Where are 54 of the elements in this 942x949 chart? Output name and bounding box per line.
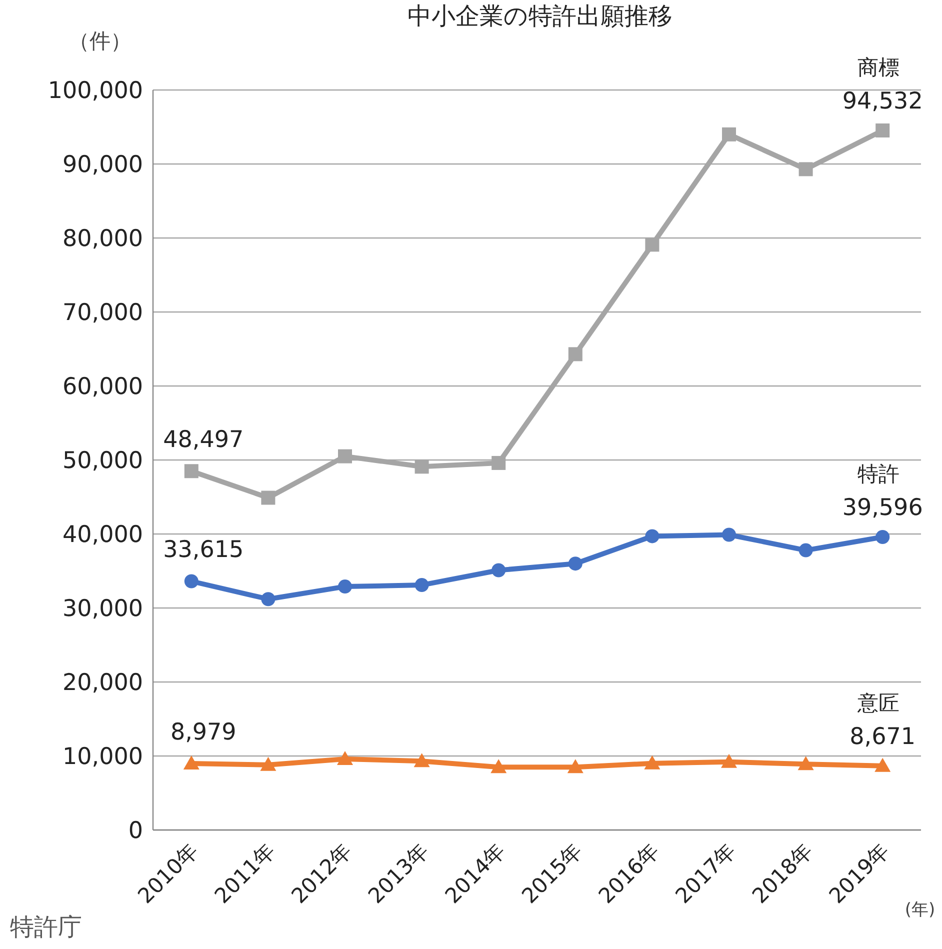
data-label: 94,532: [842, 88, 923, 114]
point: [645, 238, 660, 252]
y-tick-label: 40,000: [62, 522, 143, 548]
point: [490, 759, 507, 774]
x-axis-title: (年): [904, 900, 936, 920]
point: [876, 530, 890, 544]
point: [567, 759, 584, 774]
point: [261, 592, 276, 606]
point: [183, 756, 200, 770]
point: [414, 460, 429, 474]
point: [876, 123, 890, 138]
point: [798, 543, 813, 558]
y-tick-label: 70,000: [62, 300, 143, 326]
point: [261, 490, 276, 505]
point: [645, 529, 660, 544]
data-label: 33,615: [163, 537, 244, 564]
data-label: 8,671: [850, 724, 916, 750]
chart-title: 中小企業の特許出願推移: [408, 2, 672, 30]
y-tick-label: 10,000: [62, 744, 143, 770]
data-label: 8,979: [170, 720, 236, 746]
y-tick-label: 50,000: [62, 448, 143, 474]
data-label: 48,497: [163, 427, 244, 454]
point: [414, 578, 429, 592]
point: [568, 347, 582, 362]
point: [260, 756, 276, 771]
y-tick-label: 30,000: [62, 596, 143, 622]
point: [568, 556, 582, 571]
point: [874, 758, 891, 772]
point: [722, 528, 736, 542]
text: 特許庁: [10, 913, 82, 941]
point: [414, 753, 430, 768]
point: [337, 750, 353, 765]
y-tick-label: 20,000: [62, 670, 143, 696]
y-tick-label: 0: [128, 818, 143, 844]
text: 商標: [858, 55, 900, 80]
text: 特許: [858, 462, 900, 486]
y-tick-label: 80,000: [62, 226, 143, 252]
text: 意匠: [856, 690, 900, 715]
point: [721, 754, 737, 768]
y-tick-label: 90,000: [62, 152, 143, 178]
point: [798, 756, 814, 770]
point: [492, 563, 506, 578]
point: [338, 580, 352, 594]
point: [722, 127, 736, 142]
y-tick-label: 100,000: [48, 78, 143, 104]
data-label: 39,596: [842, 494, 923, 521]
point: [184, 464, 198, 478]
point: [798, 162, 813, 176]
y-tick-label: 60,000: [62, 374, 143, 400]
point: [338, 449, 352, 464]
point: [492, 456, 506, 470]
point: [184, 574, 198, 588]
y-axis-title: （件）: [68, 29, 132, 53]
point: [644, 755, 660, 770]
